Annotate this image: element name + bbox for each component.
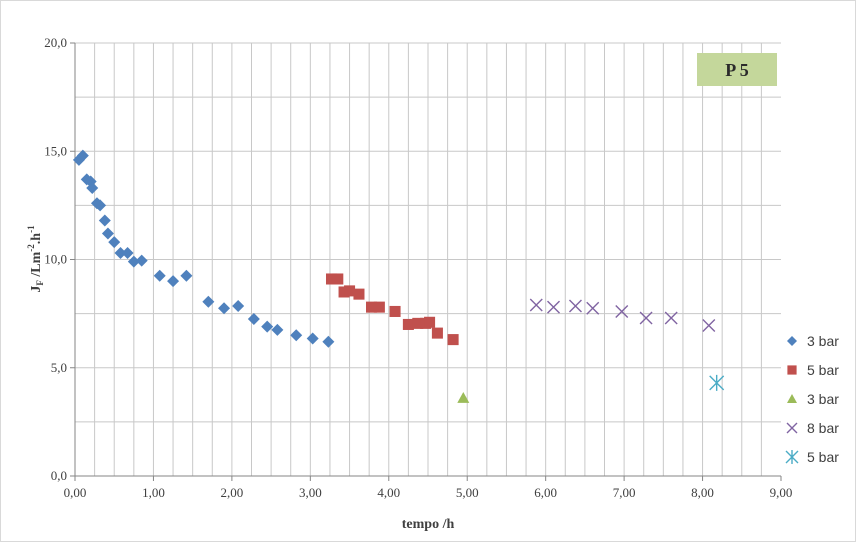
y-tick-label: 20,0 — [44, 35, 67, 50]
data-point — [98, 214, 111, 227]
data-point — [332, 273, 344, 285]
legend-marker — [787, 394, 797, 403]
legend-marker — [785, 450, 799, 464]
data-point — [325, 273, 338, 285]
data-point — [709, 374, 725, 391]
y-tick-label: 15,0 — [44, 143, 67, 158]
y-axis-title-mid: /Lm — [29, 251, 44, 280]
series-4 — [529, 298, 716, 333]
y-axis-title: JF /Lm-2.h-1 — [26, 225, 45, 293]
data-point — [447, 334, 459, 346]
x-axis-title: tempo /h — [402, 517, 455, 532]
legend-marker — [787, 336, 797, 346]
badge-box — [697, 53, 777, 86]
y-axis-title-sup1: -2 — [26, 244, 36, 252]
series-1 — [72, 149, 335, 348]
axis-layer: 0,00 1,00 2,00 3,00 4,00 5,00 6,00 7,00 8,00 9,00… — [44, 35, 792, 500]
y-tick-label: 0,0 — [51, 468, 67, 483]
x-tick-label: 7,00 — [613, 485, 636, 500]
data-point — [664, 311, 678, 325]
legend-item: 5 bar — [787, 362, 839, 378]
data-point — [108, 236, 121, 249]
y-axis-title-sup2: -1 — [26, 225, 36, 233]
data-point — [86, 182, 99, 195]
legend-label: 3 bar — [807, 333, 839, 349]
data-point — [431, 327, 443, 339]
data-point — [402, 318, 414, 330]
series-3 — [457, 392, 470, 403]
data-point — [180, 269, 193, 282]
data-point — [306, 332, 319, 345]
data-point — [373, 301, 385, 313]
legend-marker — [786, 422, 798, 434]
y-tick-label: 10,0 — [44, 252, 67, 267]
data-point — [322, 335, 335, 348]
legend-label: 3 bar — [807, 391, 839, 407]
data-point — [127, 255, 140, 268]
data-point — [94, 199, 107, 212]
legend-item: 3 bar — [787, 333, 839, 349]
legend-label: 5 bar — [807, 362, 839, 378]
y-axis-title-sub: F — [35, 280, 45, 286]
data-point — [135, 254, 148, 267]
data-point — [232, 300, 245, 313]
x-tick-label: 8,00 — [691, 485, 714, 500]
legend-label: 8 bar — [807, 420, 839, 436]
data-point — [76, 149, 89, 162]
data-point — [167, 275, 180, 288]
data-point — [366, 301, 378, 313]
legend-item: 8 bar — [786, 420, 839, 436]
data-point — [568, 299, 582, 313]
data-point — [702, 319, 716, 333]
legend-label: 5 bar — [807, 449, 839, 465]
y-axis-title-mid2: .h — [29, 233, 44, 245]
series-2 — [325, 273, 459, 346]
data-point — [247, 313, 260, 326]
data-point — [615, 304, 629, 318]
data-point — [344, 285, 356, 297]
legend-marker — [787, 365, 797, 375]
data-point — [586, 301, 600, 315]
data-point — [529, 298, 543, 312]
data-point — [424, 316, 436, 328]
x-tick-label: 3,00 — [299, 485, 322, 500]
data-point — [153, 269, 166, 282]
data-point — [121, 247, 134, 260]
data-point — [261, 320, 274, 333]
data-point — [114, 247, 127, 260]
data-point — [101, 227, 114, 240]
data-point — [218, 302, 231, 315]
data-point — [457, 392, 470, 403]
legend-item: 5 bar — [785, 449, 839, 465]
x-tick-label: 6,00 — [534, 485, 557, 500]
x-tick-label: 0,00 — [64, 485, 87, 500]
data-point — [353, 288, 365, 300]
y-axis-title-main: J — [29, 286, 44, 293]
x-tick-label: 4,00 — [377, 485, 400, 500]
x-tick-label: 1,00 — [142, 485, 165, 500]
data-point — [202, 295, 215, 308]
badge: P 5 — [697, 53, 777, 86]
x-tick-label: 5,00 — [456, 485, 479, 500]
grid-layer — [75, 42, 781, 476]
data-point — [290, 329, 303, 342]
legend-item: 3 bar — [787, 391, 839, 407]
data-point — [639, 311, 653, 325]
x-tick-label: 2,00 — [221, 485, 244, 500]
data-point — [389, 305, 401, 317]
data-point — [412, 317, 424, 329]
data-point — [271, 323, 284, 336]
x-tick-label: 9,00 — [770, 485, 793, 500]
y-tick-label: 5,0 — [51, 360, 67, 375]
legend: 3 bar 5 bar 3 bar 8 bar 5 bar — [785, 333, 839, 465]
series-layer — [72, 149, 725, 403]
data-point — [547, 300, 561, 314]
badge-label: P 5 — [725, 60, 749, 80]
series-5 — [709, 374, 725, 391]
